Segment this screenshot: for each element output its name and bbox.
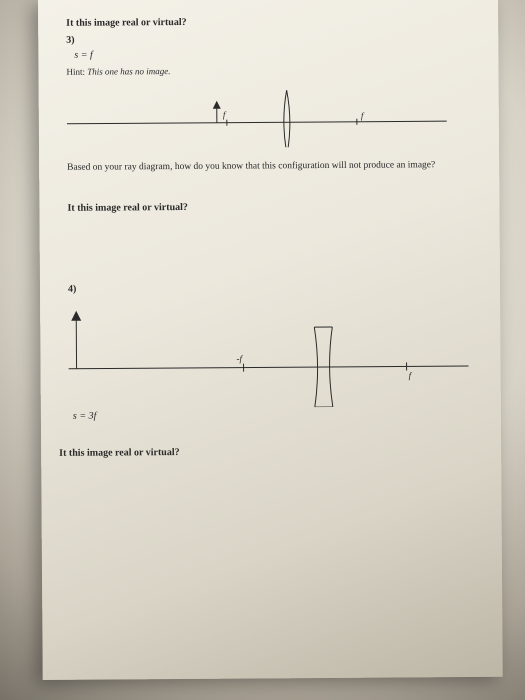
q3-hint: Hint: This one has no image. [66,64,476,77]
q3-header: It this image real or virtual? [66,15,476,29]
q3-number: 3) [66,32,476,46]
q3-hint-text: This one has no image. [87,66,170,77]
q4-number: 4) [68,281,478,295]
q3-ray-diagram: f f [67,76,447,149]
q3-hint-label: Hint: [66,67,87,77]
q3-f-right-label: f [361,111,365,121]
q3-f-left-label: f [223,110,227,120]
q4-footer: It this image real or virtual? [59,445,479,459]
worksheet-page: It this image real or virtual? 3) s = f … [38,0,503,680]
q3-equation: s = f [74,47,476,61]
q4-equation: s = 3f [73,408,479,422]
page-content: It this image real or virtual? 3) s = f … [66,15,479,465]
q4-f-left-label: -f [236,354,243,364]
q3-followup: Based on your ray diagram, how do you kn… [67,160,477,173]
q4-ray-diagram: -f f [68,296,469,409]
photo-background: It this image real or virtual? 3) s = f … [0,0,525,700]
q4-f-right-label: f [409,370,413,380]
q3-footer: It this image real or virtual? [67,200,477,214]
